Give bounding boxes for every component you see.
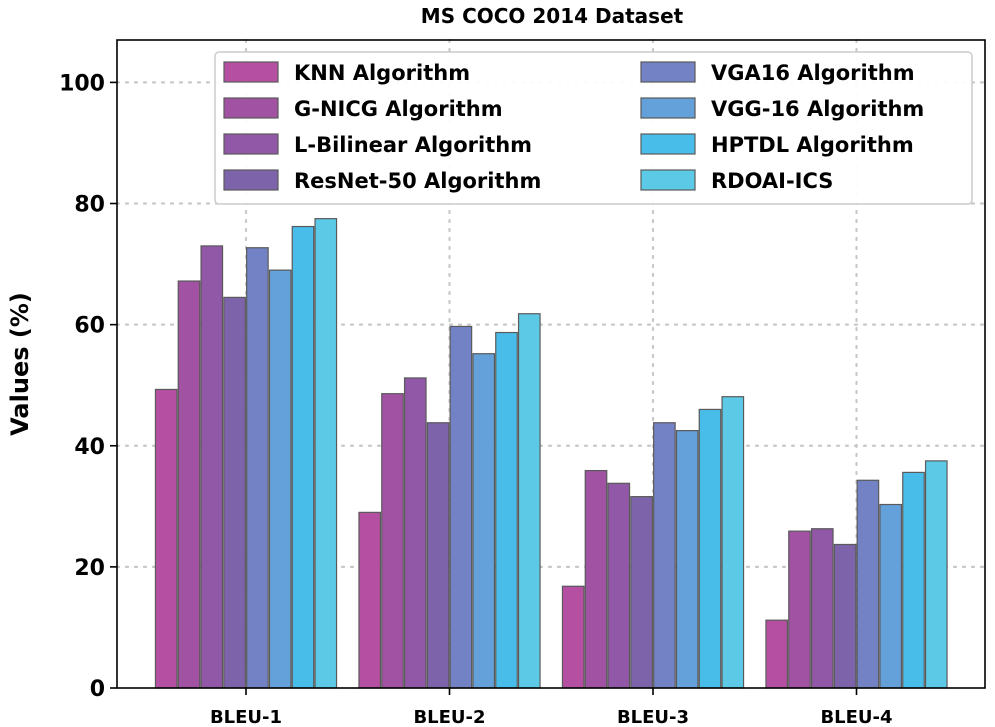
chart-title: MS COCO 2014 Dataset [421, 4, 684, 28]
x-tick-label-3: BLEU-4 [820, 707, 892, 727]
bar-bleu-2-series-4 [426, 422, 450, 689]
x-tick-label-2: BLEU-3 [617, 707, 689, 727]
y-tick-label-0: 0 [90, 677, 105, 702]
legend-label-5: VGA16 Algorithm [711, 61, 915, 85]
legend-frame [214, 51, 973, 205]
bar-bleu-3-series-2 [584, 469, 608, 689]
bar-bleu-1-series-4 [223, 296, 246, 689]
legend-swatch-5 [640, 61, 696, 83]
bar-bleu-1-series-7 [291, 225, 315, 689]
bar-bleu-1-series-6 [268, 269, 292, 689]
x-tick-label-1: BLEU-2 [413, 707, 485, 727]
y-tick-label-2: 40 [74, 435, 105, 460]
y-axis-label: Values (%) [6, 292, 34, 436]
bar-bleu-4-series-8 [924, 460, 948, 689]
bar-bleu-3-series-6 [675, 430, 699, 689]
y-tick-label-1: 20 [74, 556, 105, 581]
bar-bleu-4-series-1 [765, 619, 789, 689]
legend-swatch-8 [640, 169, 696, 191]
legend-label-1: KNN Algorithm [294, 61, 470, 85]
legend-swatch-2 [223, 97, 279, 119]
bar-bleu-3-series-4 [630, 496, 653, 689]
bar-bleu-4-series-2 [788, 530, 811, 689]
bar-bleu-1-series-8 [314, 218, 338, 689]
bar-bleu-1-series-1 [154, 388, 178, 689]
y-tick-label-5: 100 [59, 71, 105, 96]
bar-bleu-4-series-4 [833, 543, 857, 689]
legend-swatch-6 [640, 97, 696, 119]
bar-bleu-2-series-1 [358, 511, 382, 689]
legend-label-2: G-NICG Algorithm [294, 97, 503, 121]
bar-bleu-4-series-3 [810, 528, 834, 689]
bar-bleu-3-series-1 [561, 585, 585, 689]
bar-bleu-4-series-6 [879, 503, 903, 689]
legend-label-6: VGG-16 Algorithm [711, 97, 924, 121]
bar-bleu-2-series-3 [403, 377, 427, 689]
bar-bleu-2-series-7 [495, 331, 518, 689]
legend: KNN Algorithm G-NICG Algorithm L-Bilinear … [214, 51, 973, 205]
bar-bleu-3-series-5 [653, 422, 676, 689]
bar-bleu-1-series-5 [246, 247, 269, 689]
legend-label-8: RDOAI-ICS [711, 169, 833, 193]
legend-swatch-3 [223, 133, 279, 155]
bar-bleu-2-series-5 [449, 325, 473, 689]
bar-bleu-2-series-8 [517, 313, 541, 689]
x-axis-ticks: BLEU-1 BLEU-2 BLEU-3 BLEU-4 [210, 688, 893, 727]
bar-bleu-2-series-2 [381, 393, 404, 689]
legend-swatch-7 [640, 133, 696, 155]
y-axis-ticks: 0 20 40 60 80 100 [59, 71, 117, 702]
bar-bleu-4-series-5 [856, 479, 880, 689]
bar-bleu-1-series-3 [200, 245, 224, 689]
plot-frame [116, 39, 986, 689]
x-tick-label-0: BLEU-1 [210, 707, 282, 727]
bar-bleu-1-series-2 [177, 280, 201, 689]
legend-label-7: HPTDL Algorithm [711, 133, 914, 157]
legend-swatch-4 [223, 169, 279, 191]
bar-bleu-3-series-7 [698, 408, 722, 689]
legend-label-4: ResNet-50 Algorithm [294, 169, 541, 193]
bar-bleu-3-series-8 [721, 396, 745, 689]
y-tick-label-4: 80 [74, 193, 105, 218]
bar-bleu-3-series-3 [607, 482, 631, 689]
y-tick-label-3: 60 [74, 314, 105, 339]
legend-swatch-1 [223, 61, 279, 83]
bars [154, 218, 948, 689]
bar-bleu-2-series-6 [472, 353, 496, 689]
legend-label-3: L-Bilinear Algorithm [294, 133, 532, 157]
bar-bleu-4-series-7 [902, 471, 925, 689]
